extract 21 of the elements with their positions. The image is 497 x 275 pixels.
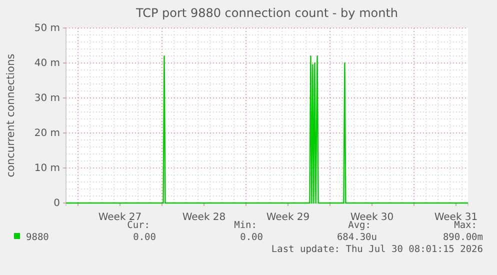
text: Cur: [127, 220, 150, 231]
chart-title: TCP port 9880 connection count - by month [134, 6, 398, 20]
legend-label: 9880 [26, 232, 50, 243]
text: Last update: Thu Jul 30 08:01:15 2026 [271, 244, 484, 255]
y-tick-label: 50 m [34, 23, 60, 34]
y-tick-label: 40 m [34, 58, 60, 70]
line-series [65, 55, 469, 204]
y-tick-label: 20 m [34, 128, 60, 140]
text: 0.00 [240, 232, 264, 243]
y-tick-label: 10 m [34, 163, 60, 174]
text: Avg: [348, 220, 371, 231]
y-axis-title: concurrent connections [5, 54, 17, 178]
y-tick-label: 0 [54, 198, 60, 210]
text: Max: [454, 220, 477, 231]
text: Min: [234, 220, 257, 231]
text: 684.30u [336, 232, 377, 243]
y-tick-label: 30 m [34, 93, 60, 104]
x-tick-label: Week 29 [266, 212, 310, 223]
text: 0.00 [133, 232, 156, 243]
x-tick-label: Week 28 [182, 212, 226, 223]
text: 890.00m [442, 232, 484, 243]
